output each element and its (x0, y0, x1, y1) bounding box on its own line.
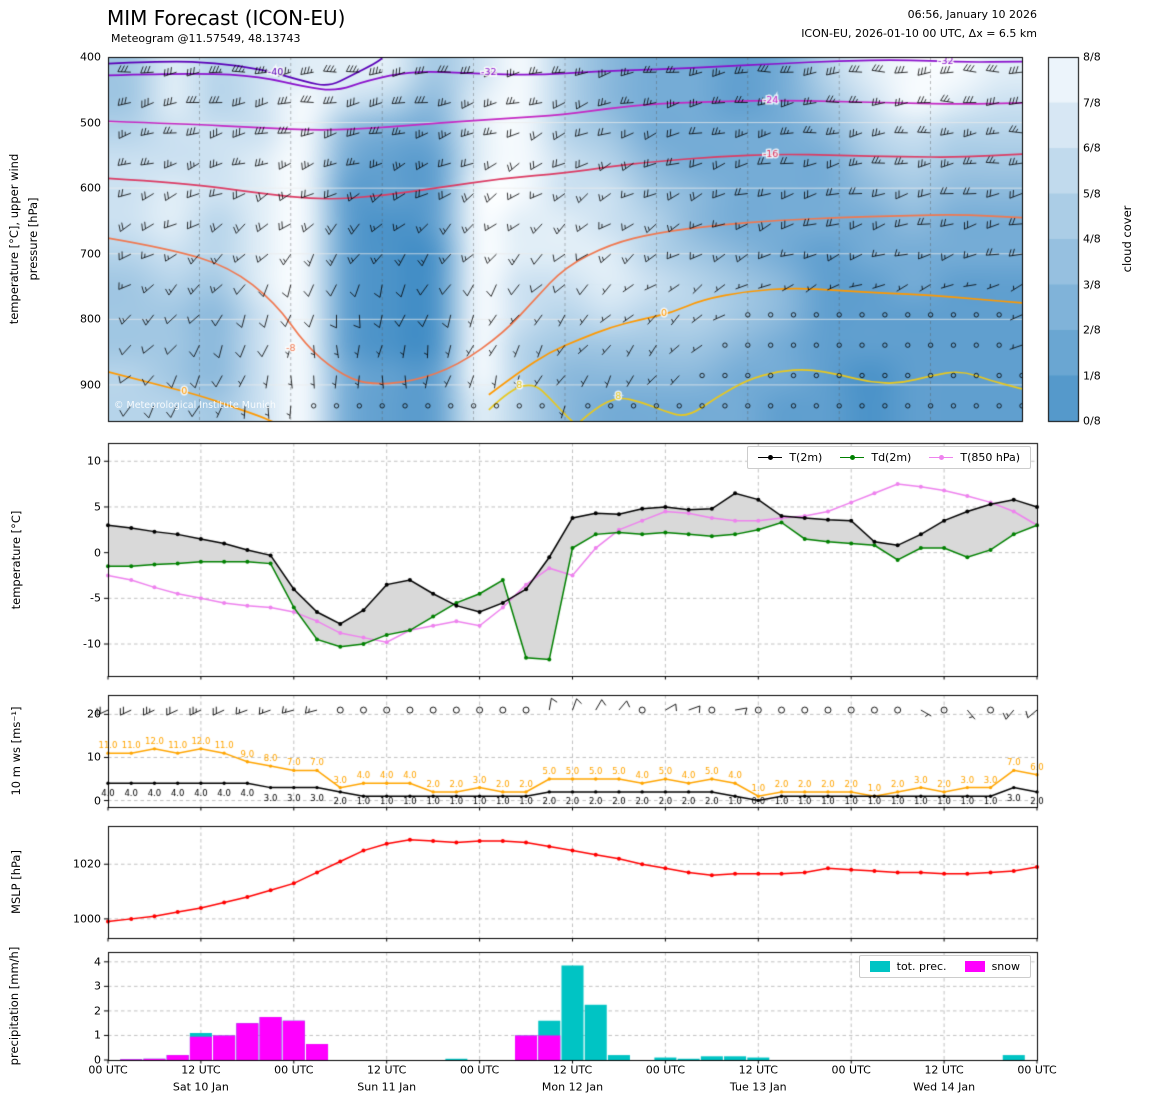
pressure-tick-label: 900 (80, 378, 101, 392)
page-subtitle: Meteogram @11.57549, 48.13743 (111, 32, 301, 45)
y-axis-label-temperature: temperature [°C] (9, 510, 23, 610)
temperature-tick-label: -5 (90, 591, 101, 605)
x-tick-label: 00 UTC (88, 1063, 128, 1077)
legend-label-snow: snow (991, 960, 1020, 973)
legend-label-td2m: Td(2m) (871, 451, 912, 464)
y-axis-label-pressure: pressure [hPa] (26, 197, 40, 281)
colorbar-tick-label: 4/8 (1083, 232, 1101, 246)
header-model-info: ICON-EU, 2026-01-10 00 UTC, Δx = 6.5 km (801, 27, 1037, 40)
day-label: Sat 10 Jan (172, 1080, 229, 1094)
legend-item-snow: snow (964, 960, 1020, 973)
precipitation-legend: tot. prec. snow (858, 955, 1031, 978)
x-tick-label: 00 UTC (831, 1063, 871, 1077)
colorbar-tick-label: 8/8 (1083, 50, 1101, 64)
x-tick-label: 00 UTC (645, 1063, 686, 1077)
temperature-tick-label: 5 (94, 500, 101, 514)
mslp-tick-label: 1000 (73, 912, 101, 926)
day-label: Mon 12 Jan (541, 1080, 604, 1094)
legend-item-t2m: T(2m) (758, 451, 822, 464)
x-tick-label: 12 UTC (552, 1063, 593, 1077)
pressure-tick-label: 800 (80, 312, 101, 326)
legend-label-t2m: T(2m) (789, 451, 823, 464)
x-tick-label: 12 UTC (367, 1063, 407, 1077)
temperature-tick-label: -10 (83, 637, 101, 651)
temperature-legend: T(2m) Td(2m) T(850 hPa) (747, 446, 1031, 469)
pressure-tick-label: 500 (80, 116, 101, 130)
x-tick-label: 12 UTC (924, 1063, 964, 1077)
page-title: MIM Forecast (ICON-EU) (107, 6, 346, 30)
x-tick-label: 00 UTC (1017, 1063, 1057, 1077)
tot-prec-swatch (869, 961, 890, 972)
precipitation-tick-label: 3 (94, 979, 101, 993)
y-axis-label-wind-speed: 10 m ws [ms⁻¹] (9, 706, 23, 796)
temperature-tick-label: 10 (87, 454, 101, 468)
x-tick-label: 12 UTC (181, 1063, 221, 1077)
colorbar-tick-label: 6/8 (1083, 141, 1101, 155)
precipitation-tick-label: 0 (94, 1053, 101, 1067)
t2m-line-swatch (758, 454, 783, 460)
wind-speed-tick-label: 0 (94, 794, 101, 808)
td2m-line-swatch (840, 454, 865, 460)
colorbar-tick-label: 0/8 (1083, 414, 1101, 428)
precipitation-tick-label: 2 (94, 1004, 101, 1018)
colorbar-tick-label: 1/8 (1083, 369, 1101, 382)
legend-item-tot-prec: tot. prec. (869, 960, 947, 973)
day-label: Sun 11 Jan (357, 1080, 417, 1094)
colorbar-tick-label: 7/8 (1083, 96, 1101, 109)
precipitation-tick-label: 4 (94, 955, 101, 969)
pressure-tick-label: 600 (80, 181, 101, 195)
snow-swatch (964, 961, 985, 972)
colorbar-tick-label: 5/8 (1083, 187, 1101, 200)
wind-speed-tick-label: 10 (87, 750, 101, 764)
colorbar-label: cloud cover (1120, 205, 1134, 273)
header-datetime: 06:56, January 10 2026 (907, 8, 1037, 21)
colorbar-tick-label: 3/8 (1083, 278, 1101, 291)
legend-label-t850: T(850 hPa) (960, 451, 1020, 464)
pressure-tick-label: 400 (80, 50, 101, 64)
precipitation-tick-label: 1 (94, 1028, 101, 1042)
wind-speed-tick-label: 20 (87, 707, 101, 721)
day-label: Wed 14 Jan (913, 1080, 976, 1094)
legend-label-tot-prec: tot. prec. (896, 960, 947, 973)
t850-line-swatch (929, 454, 954, 460)
legend-item-t850: T(850 hPa) (929, 451, 1020, 464)
x-tick-label: 00 UTC (274, 1063, 314, 1077)
legend-item-td2m: Td(2m) (840, 451, 911, 464)
pressure-tick-label: 700 (80, 247, 101, 261)
day-label: Tue 13 Jan (729, 1080, 787, 1094)
y-axis-label-precipitation: precipitation [mm/h] (7, 946, 21, 1066)
watermark: © Meteorological Institute Munich (114, 400, 276, 411)
x-tick-label: 00 UTC (459, 1063, 500, 1077)
x-tick-label: 12 UTC (738, 1063, 778, 1077)
mslp-tick-label: 1020 (73, 857, 101, 871)
y-axis-label-mslp: MSLP [hPa] (9, 850, 23, 914)
colorbar-tick-label: 2/8 (1083, 323, 1101, 337)
y-axis-label-upper-wind: temperature [°C], upper wind (7, 153, 21, 325)
temperature-tick-label: 0 (94, 546, 101, 560)
